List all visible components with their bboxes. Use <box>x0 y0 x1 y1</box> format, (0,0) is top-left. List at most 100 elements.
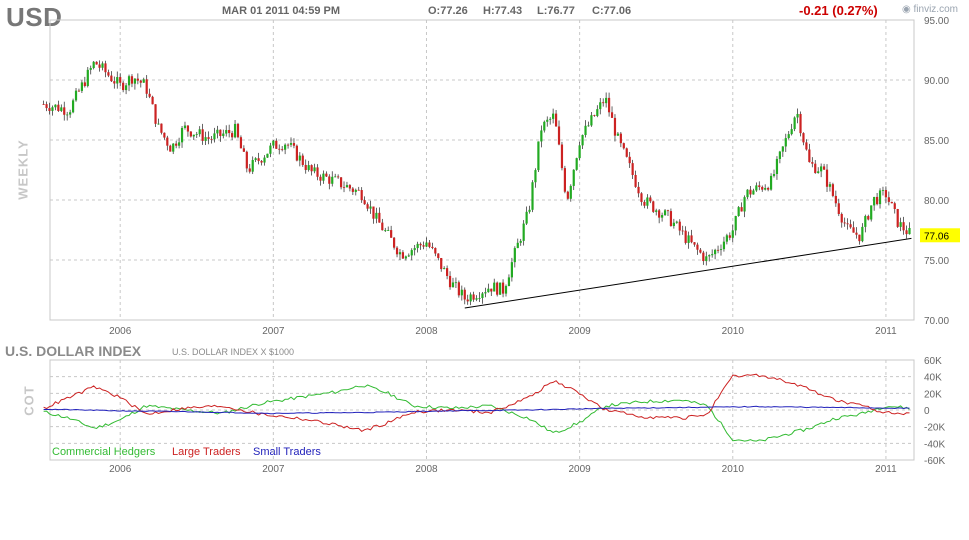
candle-down <box>434 247 437 254</box>
candle-up <box>546 119 549 122</box>
candle-down <box>457 282 460 296</box>
candle-up <box>755 185 758 191</box>
candle-down <box>805 142 808 150</box>
candle-down <box>749 189 752 195</box>
candle-up <box>528 209 531 212</box>
candle-up <box>870 205 873 220</box>
candle-down <box>281 149 284 151</box>
candle-down <box>295 145 298 161</box>
candle-down <box>166 137 169 146</box>
candle-up <box>469 294 472 302</box>
candle-down <box>448 275 452 288</box>
candle-up <box>772 174 776 176</box>
candle-up <box>127 76 131 86</box>
candle-up <box>908 228 911 235</box>
candle-up <box>731 230 734 238</box>
candle-up <box>513 248 516 263</box>
candle-up <box>778 151 781 159</box>
candle-up <box>828 184 832 187</box>
candle-up <box>116 77 119 84</box>
candle-up <box>525 211 528 224</box>
candle-up <box>410 250 413 256</box>
candle-down <box>728 235 731 238</box>
candle-down <box>446 268 449 276</box>
x-tick-label: 2010 <box>722 326 745 337</box>
candle-up <box>764 187 767 190</box>
candle-down <box>557 126 561 145</box>
candle-up <box>781 146 784 152</box>
candle-down <box>837 203 840 214</box>
candle-up <box>69 112 72 115</box>
candle-down <box>292 143 296 146</box>
candle-up <box>572 169 575 186</box>
candle-up <box>549 118 552 120</box>
candle-down <box>428 242 431 247</box>
brand-watermark[interactable]: ◉ finviz.com <box>902 4 958 15</box>
candle-up <box>298 155 301 161</box>
candle-up <box>133 78 137 84</box>
candle-down <box>110 75 113 82</box>
candle-down <box>378 212 381 223</box>
candle-up <box>796 113 799 118</box>
candle-down <box>831 184 835 196</box>
candle-up <box>74 90 78 101</box>
y-tick-label: 85.00 <box>924 136 949 147</box>
candle-down <box>104 63 107 73</box>
candle-down <box>684 230 687 243</box>
candle-up <box>590 115 593 126</box>
candle-down <box>231 133 234 138</box>
candle-up <box>413 248 416 251</box>
candle-up <box>384 230 387 231</box>
last-price-tag <box>920 228 960 243</box>
candle-down <box>690 235 693 243</box>
candle-down <box>348 185 352 189</box>
candle-down <box>890 201 893 204</box>
candle-up <box>493 282 496 292</box>
legend-large-traders: Large Traders <box>172 446 241 458</box>
candle-down <box>622 143 625 149</box>
candle-up <box>101 63 104 68</box>
candle-down <box>201 129 204 141</box>
candle-up <box>387 230 390 231</box>
candle-down <box>602 102 605 104</box>
candle-down <box>702 252 705 262</box>
candle-up <box>251 160 254 172</box>
candle-up <box>198 129 201 135</box>
candle-down <box>855 232 858 235</box>
candle-down <box>563 168 567 192</box>
candle-down <box>42 104 45 105</box>
brand-label: finviz.com <box>913 4 958 15</box>
candle-down <box>207 137 210 139</box>
candle-up <box>725 235 728 242</box>
candle-down <box>319 176 322 181</box>
candle-up <box>213 133 216 140</box>
candle-up <box>266 153 269 158</box>
cot-y-tick-label: 0 <box>924 406 930 417</box>
cot-x-tick-label: 2011 <box>875 464 897 475</box>
candle-down <box>640 193 643 202</box>
candle-up <box>672 222 675 227</box>
candle-down <box>148 93 151 97</box>
candle-up <box>873 196 876 206</box>
candle-down <box>339 177 343 188</box>
candle-up <box>443 268 446 270</box>
candle-up <box>711 254 714 256</box>
candle-down <box>395 247 399 255</box>
candle-up <box>705 256 708 262</box>
candle-down <box>852 227 855 233</box>
cot-series-line <box>43 373 910 433</box>
candle-up <box>454 282 458 284</box>
candle-down <box>631 163 634 175</box>
candle-down <box>189 131 192 137</box>
candle-up <box>195 134 198 135</box>
candle-down <box>619 133 622 144</box>
candle-up <box>284 144 287 150</box>
cot-x-tick-label: 2010 <box>722 464 745 475</box>
candle-up <box>407 255 410 257</box>
candle-down <box>113 81 116 84</box>
candle-down <box>652 201 655 212</box>
candle-down <box>219 129 222 137</box>
index-subtitle: U.S. DOLLAR INDEX X $1000 <box>172 347 295 357</box>
candle-up <box>719 249 723 251</box>
